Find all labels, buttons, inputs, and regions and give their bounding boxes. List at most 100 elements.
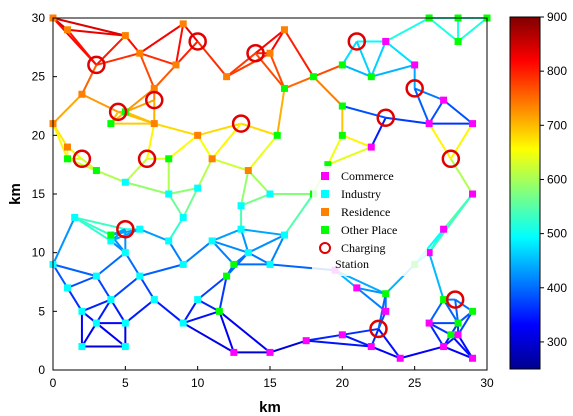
- industry-marker: [136, 272, 144, 280]
- network-edge: [197, 275, 228, 301]
- network-edge: [96, 169, 126, 184]
- network-edge: [211, 239, 249, 254]
- colorbar-tick-label: 500: [547, 227, 567, 241]
- network-edge: [110, 275, 141, 301]
- other-place-marker: [230, 260, 238, 268]
- colorbar-tick-label: 600: [547, 172, 567, 186]
- network-edge: [450, 334, 474, 359]
- industry-marker: [121, 178, 129, 186]
- industry-marker: [208, 237, 216, 245]
- network-edge: [385, 17, 430, 43]
- network-edge: [197, 298, 220, 313]
- network-edge: [167, 240, 185, 265]
- network-edge: [153, 64, 177, 90]
- other-place-marker: [447, 331, 455, 339]
- network-edge: [124, 298, 155, 324]
- network-edge: [182, 187, 199, 218]
- network-edge: [52, 123, 69, 160]
- network-edge: [225, 251, 250, 277]
- network-edge: [211, 240, 235, 266]
- network-edge: [95, 251, 126, 277]
- industry-marker: [179, 213, 187, 221]
- commerce-marker: [382, 37, 390, 45]
- industry-marker: [266, 260, 274, 268]
- commerce-marker: [382, 307, 390, 315]
- network-edge: [139, 228, 170, 242]
- residence-marker: [244, 167, 252, 175]
- commerce-marker: [440, 225, 448, 233]
- other-place-marker: [454, 37, 462, 45]
- network-edge: [428, 299, 445, 324]
- x-tick-label: 30: [480, 376, 494, 390]
- network-edge: [399, 345, 444, 360]
- network-edge: [225, 52, 257, 78]
- network-edge: [81, 93, 119, 113]
- y-tick-label: 10: [32, 246, 46, 260]
- network-edge: [124, 252, 141, 277]
- industry-marker: [92, 319, 100, 327]
- network-edge: [154, 122, 198, 137]
- charging-station-marker: [137, 149, 157, 169]
- x-tick-label: 20: [336, 376, 350, 390]
- network-edge: [81, 322, 98, 348]
- residence-marker: [280, 26, 288, 34]
- network-edge: [428, 252, 445, 300]
- charging-station-marker: [188, 32, 207, 51]
- residence-marker: [208, 155, 216, 163]
- network-edge: [240, 122, 278, 137]
- charging-station-marker: [87, 55, 106, 75]
- network-edge: [326, 134, 344, 166]
- network-edge: [110, 228, 141, 242]
- network-edge: [341, 64, 372, 78]
- x-axis-ticks: 0 5 10 15 20 25 30: [50, 366, 494, 390]
- residence-marker: [121, 32, 129, 40]
- network-edge: [52, 217, 76, 265]
- network-edge: [52, 93, 83, 125]
- network-edge: [182, 322, 235, 354]
- charging-station-marker: [405, 79, 424, 98]
- network-edge: [428, 17, 459, 43]
- network-edge: [240, 228, 285, 237]
- network-edge: [81, 298, 112, 313]
- colorbar-tick-label: 400: [547, 281, 567, 295]
- residence-marker: [136, 49, 144, 57]
- legend-label: Charging: [341, 241, 385, 255]
- network-edge: [168, 134, 199, 160]
- network-edge: [139, 52, 177, 66]
- colorbar-gradient: [509, 16, 541, 370]
- colorbar-ticks: 300 400 500 600 700 800 900: [540, 10, 567, 349]
- network-edge: [52, 17, 126, 37]
- legend-industry-marker: [321, 190, 329, 198]
- charging-station-marker: [347, 32, 367, 51]
- industry-marker: [179, 319, 187, 327]
- network-edge: [356, 287, 387, 313]
- network-edge: [196, 134, 213, 160]
- network-edge: [428, 193, 474, 254]
- industry-marker: [266, 190, 274, 198]
- network-edge: [269, 339, 307, 354]
- network-edge: [247, 134, 279, 172]
- network-edge: [81, 64, 98, 95]
- network-edge: [341, 40, 358, 66]
- commerce-marker: [440, 343, 448, 351]
- industry-marker: [165, 237, 173, 245]
- industry-marker: [63, 284, 71, 292]
- charging-station-marker: [145, 90, 164, 110]
- commerce-marker: [425, 319, 433, 327]
- network-edge: [269, 234, 286, 265]
- network-edge: [284, 75, 314, 90]
- x-tick-label: 0: [50, 376, 57, 390]
- other-place-marker: [273, 131, 281, 139]
- industry-marker: [194, 296, 202, 304]
- colorbar-tick-label: 800: [547, 64, 567, 78]
- colorbar-tick-label: 700: [547, 118, 567, 132]
- network-edge: [138, 275, 156, 301]
- commerce-marker: [411, 61, 419, 69]
- network-edge: [211, 157, 249, 172]
- network-edge: [95, 275, 112, 301]
- industry-marker: [107, 296, 115, 304]
- network-edge: [95, 299, 112, 324]
- other-place-marker: [107, 120, 115, 128]
- legend-label: Industry: [341, 187, 381, 201]
- network-edge: [52, 263, 69, 289]
